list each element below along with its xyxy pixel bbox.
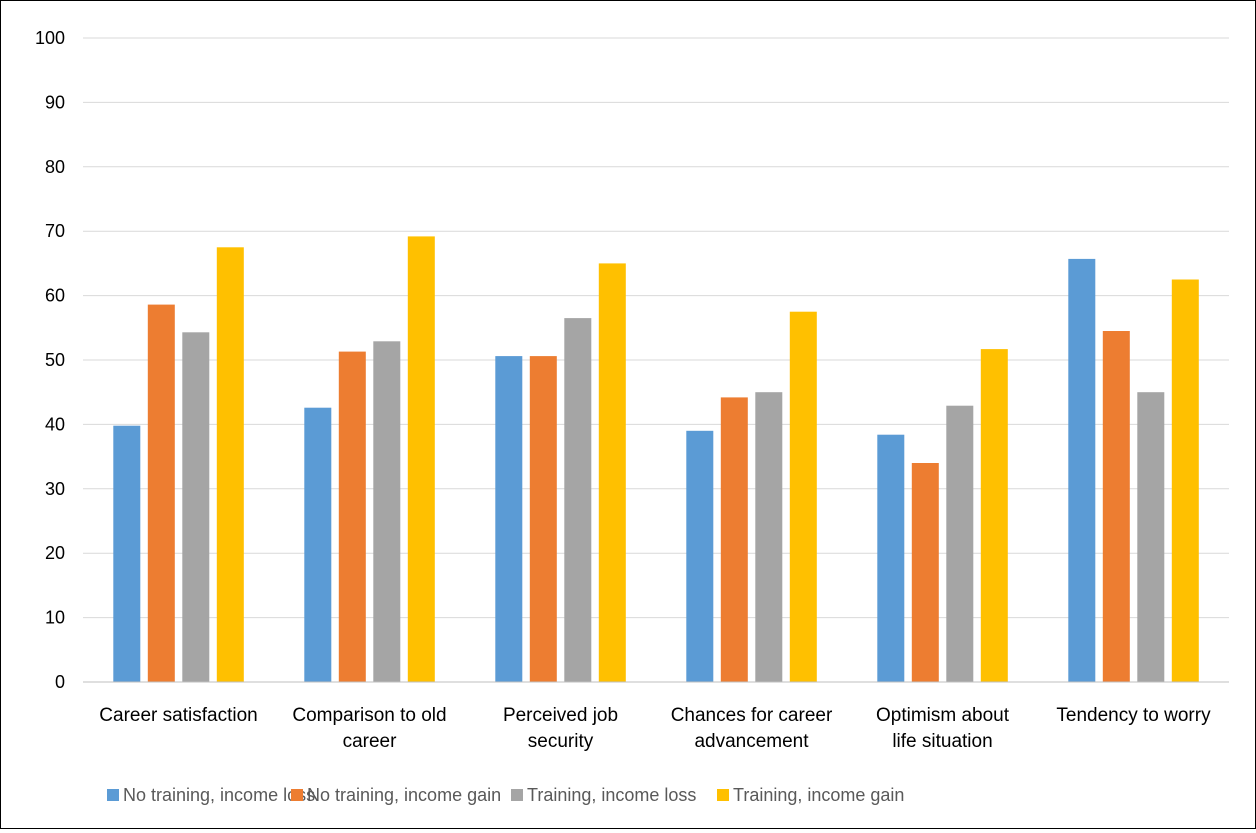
y-tick-label: 70 bbox=[45, 221, 65, 241]
bar bbox=[564, 318, 592, 682]
y-axis-ticks: 0 10 20 30 40 50 60 70 80 90 100 bbox=[35, 28, 65, 692]
bar bbox=[1171, 279, 1199, 682]
bar bbox=[980, 349, 1008, 682]
bar bbox=[304, 407, 332, 682]
x-tick-label: Optimism about life situation bbox=[876, 705, 1010, 752]
x-tick-label: Chances for career advancement bbox=[671, 705, 833, 752]
legend-swatch bbox=[291, 789, 303, 801]
legend-label: Training, income loss bbox=[527, 785, 696, 805]
bar bbox=[529, 356, 557, 682]
x-axis-labels: Career satisfaction Comparison to old care… bbox=[99, 705, 1211, 752]
x-tick-label: Career satisfaction bbox=[99, 705, 257, 726]
bar bbox=[720, 397, 748, 682]
bar bbox=[789, 311, 817, 682]
legend-swatch bbox=[107, 789, 119, 801]
bar bbox=[113, 425, 141, 682]
y-tick-label: 0 bbox=[55, 672, 65, 692]
legend-swatch bbox=[717, 789, 729, 801]
legend-item: Training, income gain bbox=[717, 785, 904, 805]
bar bbox=[1137, 392, 1165, 682]
bar bbox=[911, 463, 939, 682]
legend-label: Training, income gain bbox=[733, 785, 904, 805]
bar bbox=[338, 351, 366, 682]
y-tick-label: 10 bbox=[45, 608, 65, 628]
y-tick-label: 100 bbox=[35, 28, 65, 48]
y-tick-label: 90 bbox=[45, 92, 65, 112]
legend-item: No training, income loss bbox=[107, 785, 315, 805]
bar bbox=[598, 263, 626, 682]
legend-item: Training, income loss bbox=[511, 785, 696, 805]
legend-item: No training, income gain bbox=[291, 785, 501, 805]
x-tick-label: Comparison to old career bbox=[292, 705, 446, 752]
y-tick-label: 80 bbox=[45, 157, 65, 177]
gridlines bbox=[83, 37, 1229, 619]
y-tick-label: 20 bbox=[45, 543, 65, 563]
bar bbox=[1102, 331, 1130, 682]
bar bbox=[373, 341, 401, 682]
x-tick-label: Tendency to worry bbox=[1056, 705, 1211, 726]
legend-swatch bbox=[511, 789, 523, 801]
bar bbox=[495, 356, 523, 682]
bar bbox=[1068, 258, 1096, 682]
bar bbox=[755, 392, 783, 682]
legend-label: No training, income gain bbox=[307, 785, 501, 805]
y-tick-label: 60 bbox=[45, 286, 65, 306]
y-tick-label: 40 bbox=[45, 414, 65, 434]
y-tick-label: 30 bbox=[45, 479, 65, 499]
legend-label: No training, income loss bbox=[123, 785, 315, 805]
bar bbox=[147, 304, 175, 682]
bar bbox=[407, 236, 435, 682]
bar bbox=[686, 430, 714, 682]
bar bbox=[182, 332, 210, 682]
bar bbox=[946, 405, 974, 682]
bar bbox=[877, 434, 905, 682]
bar bbox=[216, 247, 244, 683]
x-tick-label: Perceived job security bbox=[503, 705, 618, 752]
bars bbox=[113, 236, 1199, 683]
y-tick-label: 50 bbox=[45, 350, 65, 370]
